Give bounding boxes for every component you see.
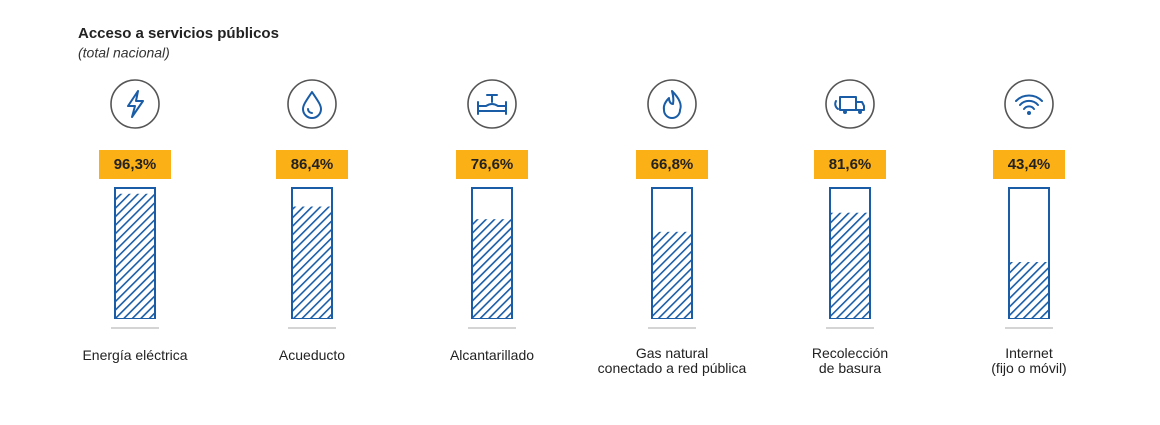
- category-label: Acueducto: [278, 347, 346, 363]
- bar: [1010, 262, 1048, 318]
- category-label: Alcantarillado: [449, 347, 535, 363]
- chart-subtitle: (total nacional): [78, 45, 170, 61]
- icon-truck: [825, 79, 875, 129]
- value-label-box: [456, 150, 528, 179]
- value-label-box: [993, 150, 1065, 179]
- value-label: 96,3%: [114, 156, 157, 173]
- bar: [473, 219, 511, 318]
- category-label: Internet (fijo o móvil): [991, 345, 1067, 376]
- value-label: 86,4%: [291, 156, 334, 173]
- bar: [116, 193, 154, 318]
- category-label: Recolección de basura: [811, 345, 889, 376]
- value-label: 81,6%: [829, 156, 872, 173]
- value-label: 66,8%: [651, 156, 694, 173]
- value-label-box: [636, 150, 708, 179]
- value-label: 43,4%: [1008, 156, 1051, 173]
- chart-title: Acceso a servicios públicos: [78, 25, 279, 42]
- bar: [653, 231, 691, 318]
- value-label-box: [99, 150, 171, 179]
- bar: [831, 212, 869, 318]
- icon-pipe: [467, 79, 517, 129]
- icon-electricity: [110, 79, 160, 129]
- bar: [293, 206, 331, 318]
- icon-water: [287, 79, 337, 129]
- category-label: Energía eléctrica: [82, 347, 188, 363]
- category-label: Gas natural conectado a red pública: [597, 345, 747, 376]
- value-label: 76,6%: [471, 156, 514, 173]
- icon-wifi: [1004, 79, 1054, 129]
- value-label-box: [276, 150, 348, 179]
- icon-gas: [647, 79, 697, 129]
- value-label-box: [814, 150, 886, 179]
